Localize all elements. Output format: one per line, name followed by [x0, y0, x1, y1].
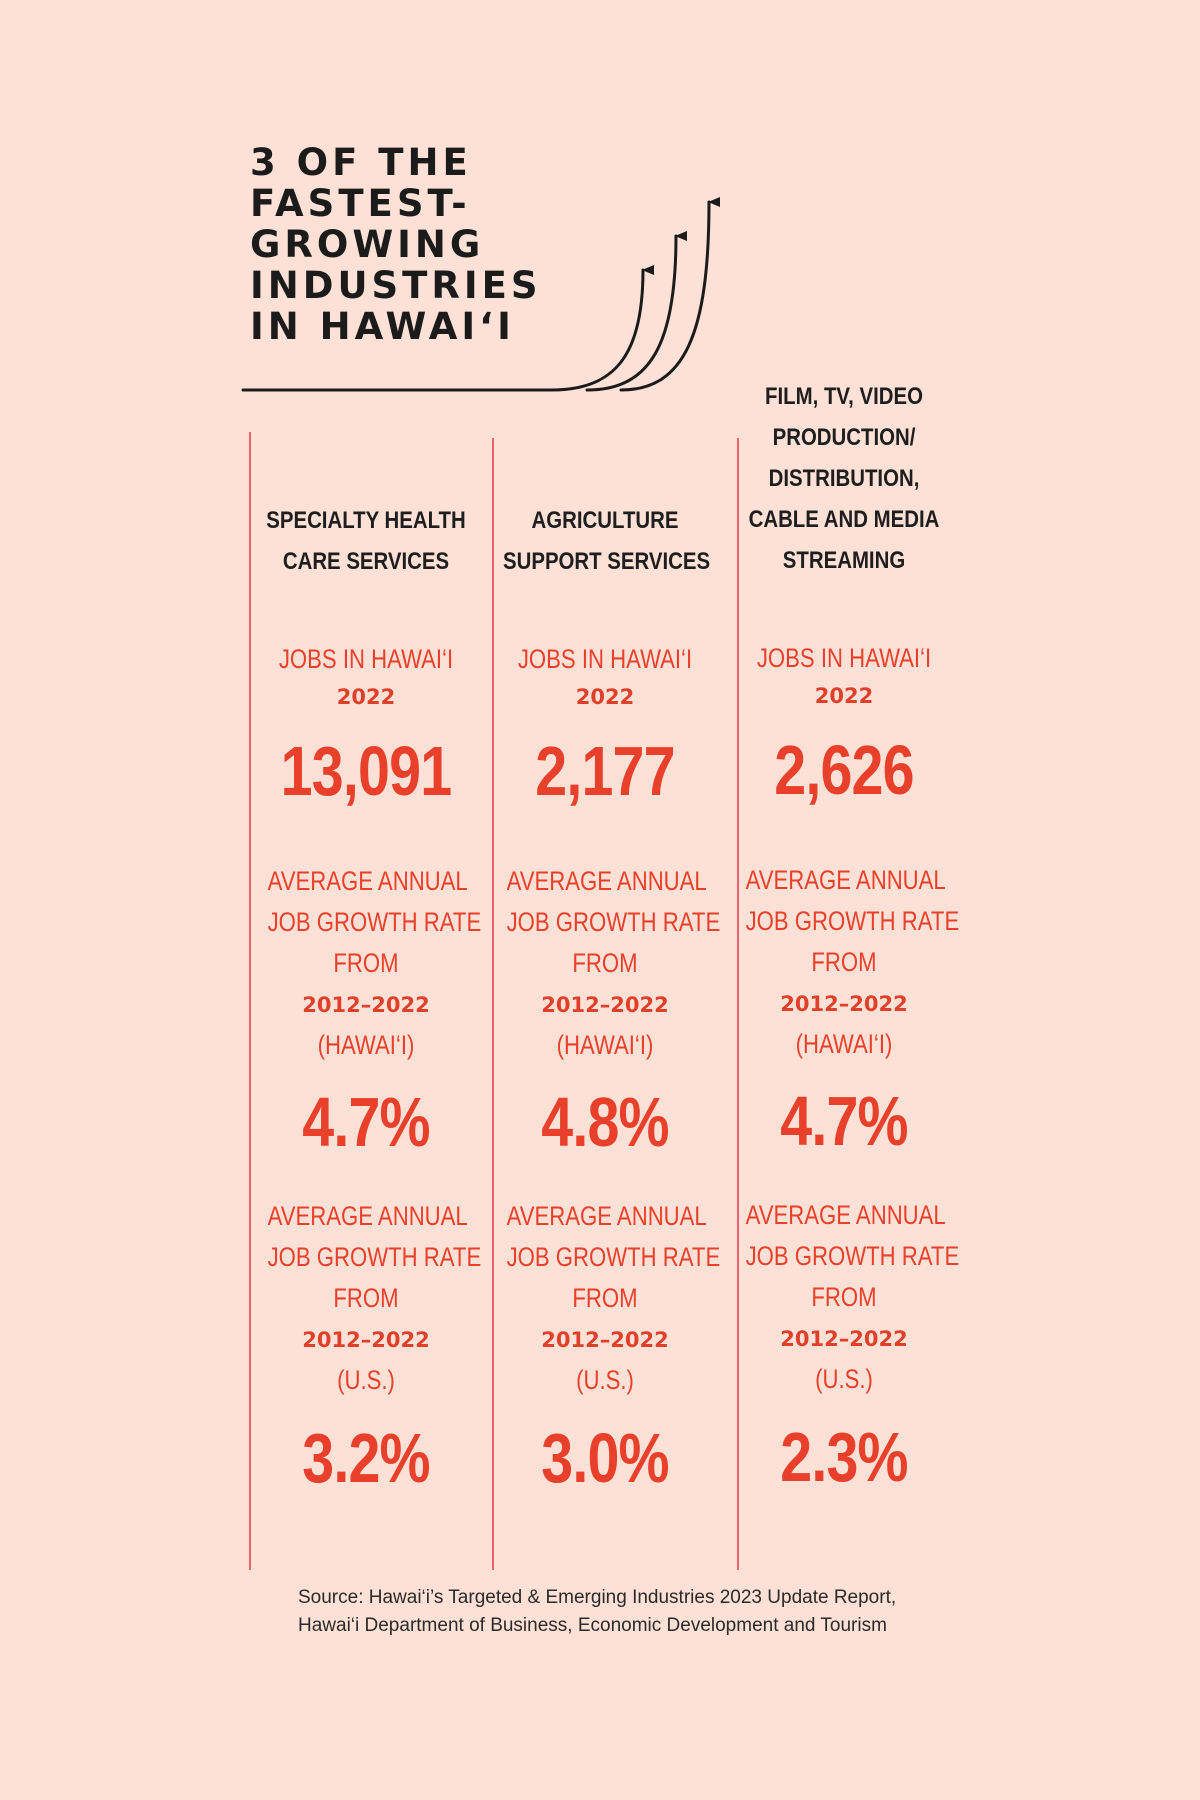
jobs-label: JOBS IN HAWAI‘I — [756, 643, 932, 673]
arrow-line — [585, 231, 688, 392]
column-divider — [737, 438, 739, 1570]
jobs-label: JOBS IN HAWAI‘I — [278, 644, 454, 674]
growth-hawaii-label: AVERAGE ANNUAL JOB GROWTH RATE FROM — [267, 866, 482, 978]
jobs-value: 13,091 — [280, 732, 452, 810]
jobs-year: 2022 — [814, 684, 874, 708]
growth-us-years: 2012–2022 — [541, 1328, 669, 1352]
us-scope-label: (U.S.) — [337, 1365, 395, 1395]
industry-name: FILM, TV, VIDEO PRODUCTION/ DISTRIBUTION… — [748, 383, 940, 574]
growth-hawaii-value: 4.7% — [302, 1083, 430, 1161]
arrow-line — [619, 197, 721, 392]
growth-hawaii-value: 4.8% — [541, 1083, 669, 1161]
growth-us-years: 2012–2022 — [302, 1328, 430, 1352]
jobs-year: 2022 — [336, 685, 396, 709]
title-line: FASTEST- — [250, 182, 471, 225]
jobs-label: JOBS IN HAWAI‘I — [517, 644, 693, 674]
growth-us-value: 2.3% — [780, 1418, 908, 1496]
column-divider — [492, 438, 494, 1570]
growth-hawaii-years: 2012–2022 — [541, 993, 669, 1017]
growth-us-label: AVERAGE ANNUAL JOB GROWTH RATE FROM — [267, 1201, 482, 1313]
title-line: IN HAWAI‘I — [250, 305, 515, 348]
growth-us-value: 3.0% — [541, 1419, 669, 1497]
jobs-year: 2022 — [575, 685, 635, 709]
jobs-value: 2,177 — [535, 732, 675, 810]
growth-arrows-icon — [241, 197, 721, 392]
title-line: GROWING — [250, 223, 485, 266]
industry-column-film-tv: FILM, TV, VIDEO PRODUCTION/ DISTRIBUTION… — [724, 0, 964, 1800]
growth-us-label: AVERAGE ANNUAL JOB GROWTH RATE FROM — [506, 1201, 721, 1313]
growth-us-years: 2012–2022 — [780, 1327, 908, 1351]
source-note: Source: Hawai‘i’s Targeted & Emerging In… — [298, 1587, 897, 1636]
growth-hawaii-years: 2012–2022 — [302, 993, 430, 1017]
growth-hawaii-label: AVERAGE ANNUAL JOB GROWTH RATE FROM — [745, 865, 960, 977]
industry-name: AGRICULTURE SUPPORT SERVICES — [503, 507, 711, 575]
hawaii-scope-label: (HAWAI‘I) — [556, 1030, 654, 1060]
title-line: INDUSTRIES — [250, 264, 542, 307]
hawaii-scope-label: (HAWAI‘I) — [317, 1030, 415, 1060]
growth-hawaii-value: 4.7% — [780, 1082, 908, 1160]
growth-us-value: 3.2% — [302, 1419, 430, 1497]
title-line: 3 OF THE — [250, 141, 472, 184]
jobs-value: 2,626 — [774, 731, 914, 809]
industry-name: SPECIALTY HEALTH CARE SERVICES — [266, 507, 466, 575]
growth-us-label: AVERAGE ANNUAL JOB GROWTH RATE FROM — [745, 1200, 960, 1312]
infographic-title: 3 OF THE FASTEST- GROWING INDUSTRIES IN … — [250, 142, 542, 347]
industry-column-agriculture: AGRICULTURE SUPPORT SERVICES JOBS IN HAW… — [485, 0, 725, 1800]
growth-hawaii-years: 2012–2022 — [780, 992, 908, 1016]
column-divider — [249, 432, 251, 1570]
arrow-line — [241, 265, 655, 392]
hawaii-scope-label: (HAWAI‘I) — [795, 1029, 893, 1059]
growth-hawaii-label: AVERAGE ANNUAL JOB GROWTH RATE FROM — [506, 866, 721, 978]
industry-column-specialty-health: SPECIALTY HEALTH CARE SERVICES JOBS IN H… — [246, 0, 486, 1800]
us-scope-label: (U.S.) — [815, 1364, 873, 1394]
us-scope-label: (U.S.) — [576, 1365, 634, 1395]
